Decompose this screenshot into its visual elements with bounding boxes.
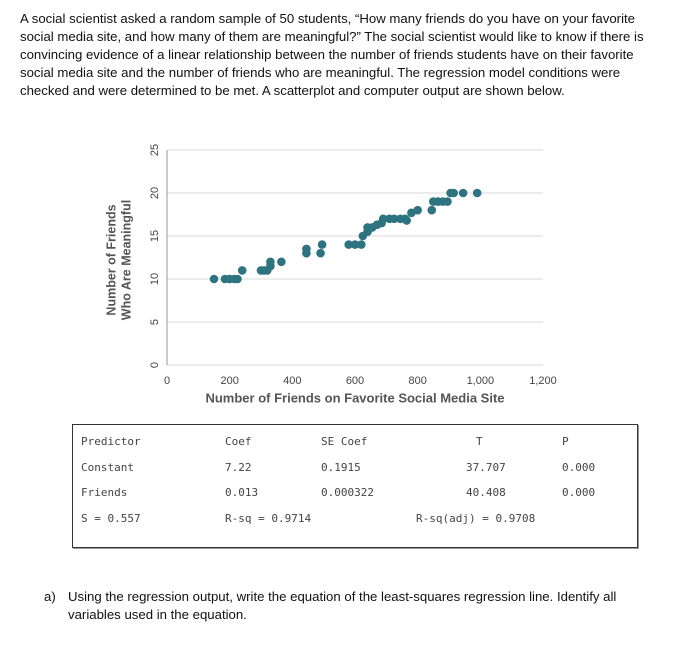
point <box>209 274 219 284</box>
cell: 0.000 <box>562 461 596 474</box>
question-label: a) <box>44 589 56 604</box>
point <box>277 257 286 267</box>
footer-cell: S = 0.557 <box>81 512 141 525</box>
cell: 0.1915 <box>321 461 361 474</box>
point <box>389 214 399 224</box>
cell: 0.000 <box>562 486 596 499</box>
point <box>356 240 366 249</box>
x-tick-label: 600 <box>346 375 364 387</box>
y-tick-label: 25 <box>149 144 161 156</box>
x-tick-label: 1,000 <box>467 375 495 387</box>
point <box>316 248 325 258</box>
cell: 40.408 <box>466 486 506 499</box>
cell: Constant <box>81 461 134 474</box>
x-tick-label: 1,200 <box>529 375 557 387</box>
point <box>402 216 412 225</box>
y-tick-label: 5 <box>149 319 161 325</box>
header-cell: Predictor <box>81 435 141 448</box>
y-tick-label: 15 <box>149 230 161 242</box>
intro-text: A social scientist asked a random sample… <box>20 11 644 98</box>
point <box>233 274 242 284</box>
point <box>472 188 482 198</box>
cell: 0.000322 <box>321 486 374 499</box>
point <box>237 266 247 275</box>
point <box>378 214 388 224</box>
scatterplot: 0 5 10 15 20 25 0 200 400 600 800 1,000 1,200 Number … <box>104 144 557 406</box>
header-cell: T <box>476 435 483 448</box>
point <box>458 188 468 198</box>
x-axis-label: Number of Friends on Favorite Social Med… <box>205 390 504 405</box>
cell: 7.22 <box>225 461 252 474</box>
footer-cell: R-sq(adj) = 0.9708 <box>416 512 536 525</box>
y-tick-label: 20 <box>149 187 161 199</box>
x-tick-label: 200 <box>220 375 238 387</box>
y-tick-label: 0 <box>149 362 161 368</box>
point <box>413 205 422 215</box>
cell: Friends <box>81 486 128 499</box>
point <box>302 244 311 254</box>
cell: 37.707 <box>466 461 506 474</box>
header-cell: SE Coef <box>321 435 368 448</box>
footer-cell: R-sq = 0.9714 <box>225 512 312 525</box>
x-tick-label: 800 <box>408 375 426 387</box>
header-cell: P <box>562 435 569 448</box>
y-axis-label: Number of Friends <box>104 204 118 315</box>
point <box>317 240 327 249</box>
x-tick-label: 0 <box>164 375 170 387</box>
header-cell: Coef <box>225 435 252 448</box>
x-tick-label: 400 <box>283 375 301 387</box>
point <box>350 240 360 249</box>
point <box>443 197 452 206</box>
question: a) Using the regression output, write th… <box>44 588 644 624</box>
point <box>344 240 354 249</box>
cell: 0.013 <box>225 486 259 499</box>
point <box>427 205 437 215</box>
point <box>449 188 459 198</box>
y-axis-label: Who Are Meaningful <box>119 200 133 320</box>
point <box>266 261 275 271</box>
question-text: Using the regression output, write the e… <box>68 589 617 622</box>
y-tick-label: 10 <box>149 273 161 285</box>
regression-output: Predictor Coef SE Coef T P Constant 7.22 0.1915… <box>72 424 638 548</box>
